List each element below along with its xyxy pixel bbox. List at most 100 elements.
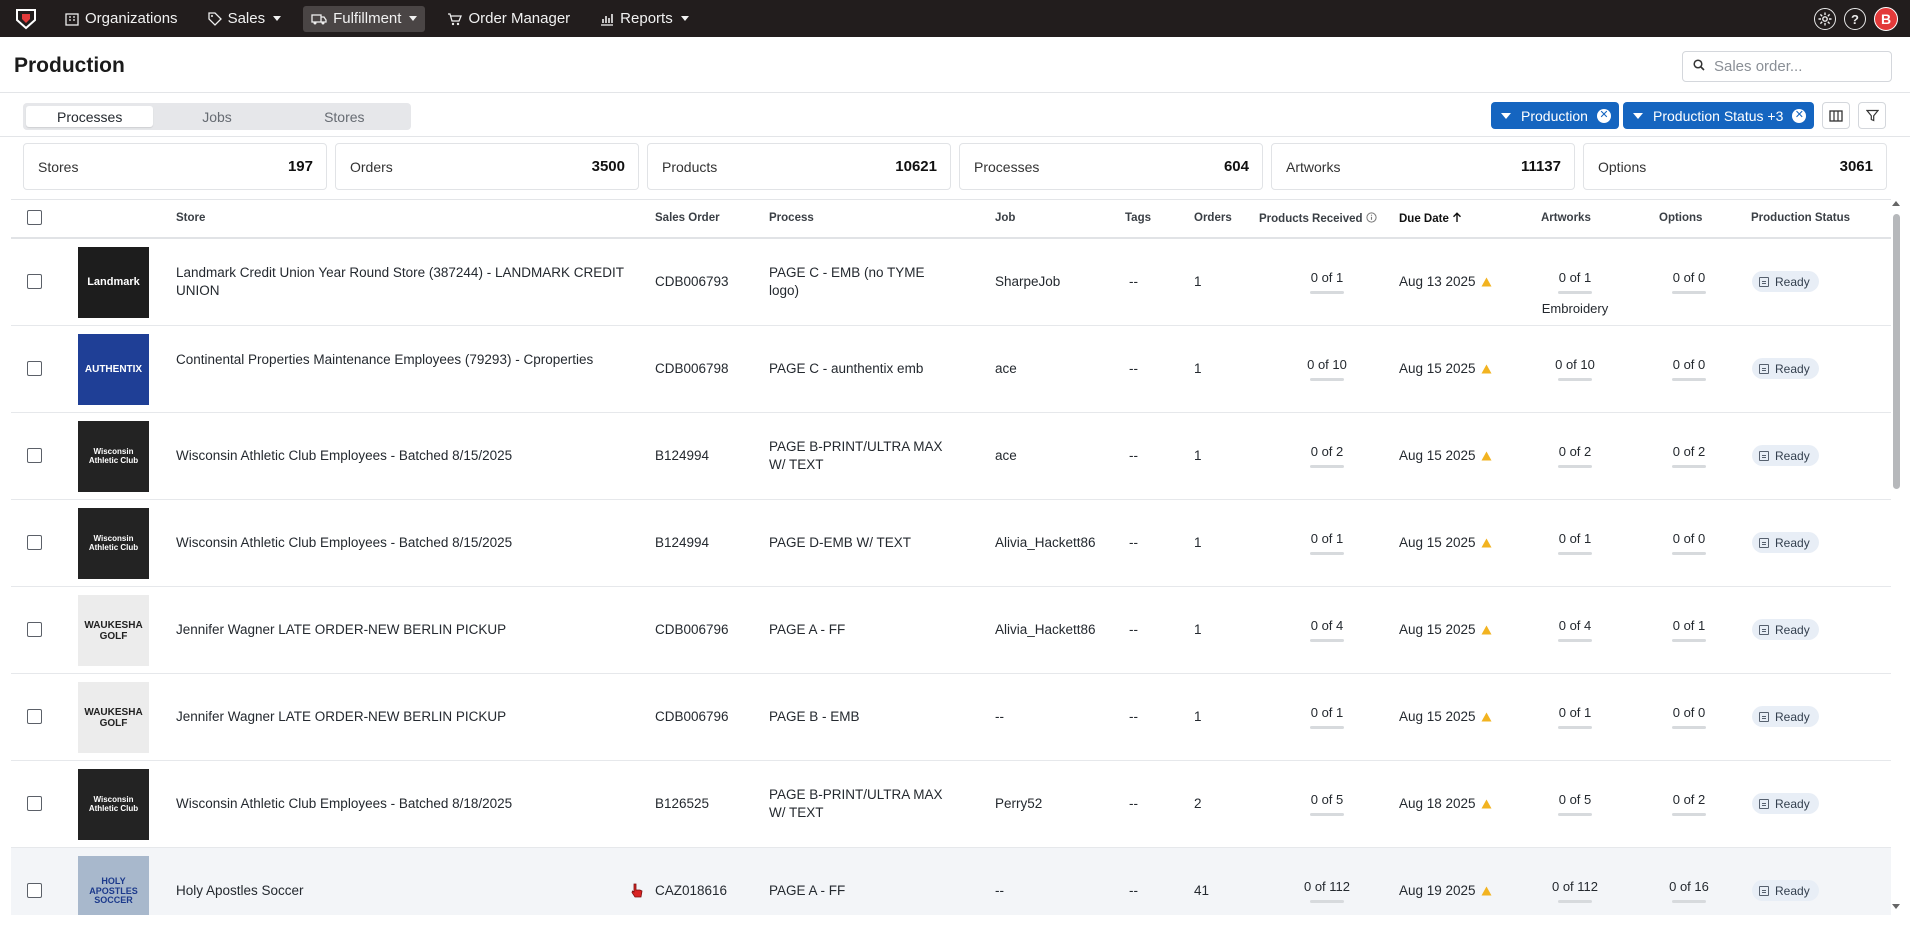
table-row[interactable]: HOLY APOSTLES SOCCER Holy Apostles Soccer…	[11, 848, 1891, 915]
column-header-tags[interactable]: Tags	[1125, 212, 1151, 224]
filter-chip-production-status[interactable]: Production Status +3 ✕	[1623, 102, 1815, 129]
store-logo-thumbnail[interactable]: Wisconsin Athletic Club	[78, 421, 149, 492]
document-icon	[1759, 363, 1769, 374]
table-row[interactable]: WAUKESHA GOLF Jennifer Wagner LATE ORDER-…	[11, 587, 1891, 674]
remove-filter-icon[interactable]: ✕	[1792, 108, 1807, 123]
row-checkbox[interactable]	[27, 274, 42, 289]
due-date-value: Aug 18 2025	[1399, 796, 1476, 811]
stat-card-options: Options 3061	[1583, 143, 1887, 190]
app-logo-icon[interactable]	[13, 7, 39, 31]
settings-gear-icon[interactable]	[1814, 8, 1836, 30]
column-header-process[interactable]: Process	[769, 212, 814, 224]
store-logo-thumbnail[interactable]: Wisconsin Athletic Club	[78, 508, 149, 579]
chevron-down-icon	[680, 16, 689, 21]
products-received-value: 0 of 5	[1310, 792, 1344, 807]
row-checkbox[interactable]	[27, 361, 42, 376]
tab-stores[interactable]: Stores	[324, 108, 365, 125]
filter-button[interactable]	[1858, 102, 1886, 129]
column-header-orders[interactable]: Orders	[1194, 212, 1232, 224]
column-header-sales-order[interactable]: Sales Order	[655, 212, 720, 224]
nav-reports[interactable]: Reports	[592, 6, 697, 32]
nav-organizations-label: Organizations	[85, 10, 178, 27]
artworks-value: 0 of 2	[1558, 444, 1592, 459]
tab-jobs[interactable]: Jobs	[202, 108, 232, 125]
store-logo-thumbnail[interactable]: WAUKESHA GOLF	[78, 595, 149, 666]
status-label: Ready	[1775, 274, 1810, 289]
search-box[interactable]	[1682, 51, 1892, 82]
store-logo-thumbnail[interactable]: HOLY APOSTLES SOCCER	[78, 856, 149, 915]
store-logo-thumbnail[interactable]: Wisconsin Athletic Club	[78, 769, 149, 840]
select-all-checkbox[interactable]	[27, 210, 42, 225]
stat-card-orders: Orders 3500	[335, 143, 639, 190]
table-row[interactable]: AUTHENTIX Continental Properties Maintena…	[11, 326, 1891, 413]
job-name: Alivia_Hackett86	[995, 535, 1096, 550]
artworks-value: 0 of 1	[1558, 270, 1592, 285]
row-checkbox[interactable]	[27, 883, 42, 898]
row-checkbox[interactable]	[27, 535, 42, 550]
products-received-value: 0 of 1	[1310, 270, 1344, 285]
sales-order-number[interactable]: CDB006793	[655, 274, 729, 289]
column-header-store[interactable]: Store	[176, 212, 206, 224]
job-name: ace	[995, 361, 1017, 376]
table-row[interactable]: Wisconsin Athletic Club Wisconsin Athleti…	[11, 500, 1891, 587]
stat-label: Products	[662, 158, 718, 175]
scrollbar-thumb[interactable]	[1893, 214, 1900, 489]
nav-fulfillment[interactable]: Fulfillment	[303, 5, 426, 32]
nav-sales[interactable]: Sales	[200, 6, 290, 32]
row-checkbox[interactable]	[27, 796, 42, 811]
progress-bar	[1310, 900, 1344, 903]
view-tabs: Processes Jobs Stores	[23, 103, 411, 130]
table-row[interactable]: WAUKESHA GOLF Jennifer Wagner LATE ORDER-…	[11, 674, 1891, 761]
store-logo-thumbnail[interactable]: AUTHENTIX	[78, 334, 149, 405]
user-avatar[interactable]: B	[1874, 7, 1898, 31]
job-name: --	[995, 883, 1004, 898]
stat-card-artworks: Artworks 11137	[1271, 143, 1575, 190]
stat-value: 604	[1223, 158, 1249, 175]
search-input[interactable]	[1714, 58, 1884, 75]
column-header-artworks[interactable]: Artworks	[1541, 212, 1591, 224]
products-received-progress: 0 of 112	[1279, 879, 1375, 903]
help-icon[interactable]: ?	[1844, 8, 1866, 30]
store-logo-thumbnail[interactable]: WAUKESHA GOLF	[78, 682, 149, 753]
sales-order-number[interactable]: B126525	[655, 796, 710, 811]
row-checkbox[interactable]	[27, 709, 42, 724]
sales-order-number[interactable]: CDB006798	[655, 361, 729, 376]
scroll-down-arrow-icon[interactable]	[1892, 904, 1900, 909]
nav-order-manager[interactable]: Order Manager	[439, 6, 578, 32]
column-header-options[interactable]: Options	[1659, 212, 1703, 224]
truck-icon	[311, 12, 327, 26]
row-checkbox[interactable]	[27, 448, 42, 463]
column-header-due-date[interactable]: Due Date	[1399, 212, 1462, 225]
page-title: Production	[14, 54, 125, 77]
row-checkbox[interactable]	[27, 622, 42, 637]
table-row[interactable]: Wisconsin Athletic Club Wisconsin Athleti…	[11, 761, 1891, 848]
table-row[interactable]: Landmark Landmark Credit Union Year Round…	[11, 239, 1891, 326]
sales-order-number[interactable]: CAZ018616	[655, 883, 728, 898]
status-label: Ready	[1775, 796, 1810, 811]
orders-count: 2	[1194, 796, 1202, 811]
artworks-value: 0 of 1	[1558, 705, 1592, 720]
stat-value: 11137	[1520, 158, 1561, 175]
sales-order-number[interactable]: B124994	[655, 448, 710, 463]
columns-button[interactable]	[1822, 102, 1850, 129]
remove-filter-icon[interactable]: ✕	[1596, 108, 1611, 123]
tab-processes[interactable]: Processes	[26, 106, 154, 127]
nav-organizations[interactable]: Organizations	[57, 6, 186, 32]
thumbnail-label: HOLY APOSTLES SOCCER	[89, 875, 138, 906]
warning-icon	[1481, 449, 1492, 464]
products-received-value: 0 of 2	[1310, 444, 1344, 459]
progress-bar	[1672, 639, 1706, 642]
sales-order-number[interactable]: CDB006796	[655, 622, 729, 637]
table-row[interactable]: Wisconsin Athletic Club Wisconsin Athleti…	[11, 413, 1891, 500]
sales-order-number[interactable]: B124994	[655, 535, 710, 550]
warning-icon	[1481, 536, 1492, 551]
filter-chip-production[interactable]: Production ✕	[1491, 102, 1619, 129]
column-header-job[interactable]: Job	[995, 212, 1016, 224]
store-name: Continental Properties Maintenance Emplo…	[176, 352, 594, 367]
scroll-up-arrow-icon[interactable]	[1892, 201, 1900, 206]
sales-order-number[interactable]: CDB006796	[655, 709, 729, 724]
column-header-products-received[interactable]: Products Received	[1259, 212, 1377, 225]
column-header-production-status[interactable]: Production Status	[1751, 212, 1851, 224]
store-logo-thumbnail[interactable]: Landmark	[78, 247, 149, 318]
status-badge: Ready	[1752, 532, 1819, 553]
